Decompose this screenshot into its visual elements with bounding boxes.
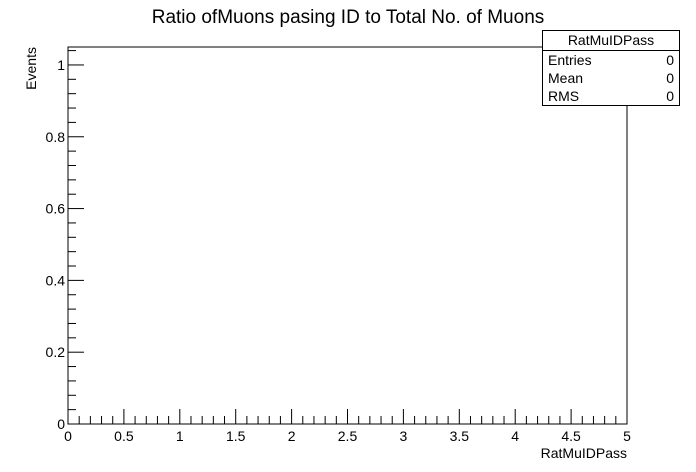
y-tick-label: 0.6 bbox=[46, 201, 66, 217]
x-axis-label: RatMuIDPass bbox=[541, 445, 627, 461]
y-tick-label: 0.8 bbox=[46, 129, 66, 145]
y-axis: 0 0.2 0.4 0.6 0.8 1 bbox=[46, 50, 84, 432]
y-axis-label: Events bbox=[23, 47, 39, 90]
x-tick-label: 1.5 bbox=[226, 428, 246, 444]
stats-row-mean: Mean 0 bbox=[543, 69, 679, 87]
stats-box-title: RatMuIDPass bbox=[543, 31, 679, 51]
x-tick-label: 4 bbox=[511, 428, 519, 444]
chart-title: Ratio ofMuons pasing ID to Total No. of … bbox=[152, 7, 545, 28]
x-tick-label: 0 bbox=[64, 428, 72, 444]
x-tick-label: 2.5 bbox=[338, 428, 358, 444]
stats-box: RatMuIDPass Entries 0 Mean 0 RMS 0 bbox=[542, 30, 680, 106]
x-tick-label: 3 bbox=[400, 428, 408, 444]
stats-label: Entries bbox=[548, 52, 592, 68]
x-tick-label: 0.5 bbox=[114, 428, 134, 444]
x-tick-label: 2 bbox=[288, 428, 296, 444]
y-tick-label: 0.4 bbox=[46, 272, 66, 288]
stats-value: 0 bbox=[666, 70, 674, 86]
y-tick-label: 1 bbox=[57, 57, 65, 73]
stats-value: 0 bbox=[666, 88, 674, 104]
x-tick-label: 4.5 bbox=[561, 428, 581, 444]
stats-row-rms: RMS 0 bbox=[543, 87, 679, 105]
stats-row-entries: Entries 0 bbox=[543, 51, 679, 69]
y-tick-label: 0.2 bbox=[46, 344, 66, 360]
x-tick-label: 5 bbox=[623, 428, 631, 444]
stats-label: Mean bbox=[548, 70, 584, 86]
stats-label: RMS bbox=[548, 88, 580, 104]
stats-value: 0 bbox=[666, 52, 674, 68]
x-axis: 0 0.5 1 1.5 2 2.5 3 3.5 4 4.5 5 bbox=[64, 409, 631, 444]
x-tick-label: 3.5 bbox=[450, 428, 470, 444]
x-tick-label: 1 bbox=[176, 428, 184, 444]
y-tick-label: 0 bbox=[57, 416, 65, 432]
